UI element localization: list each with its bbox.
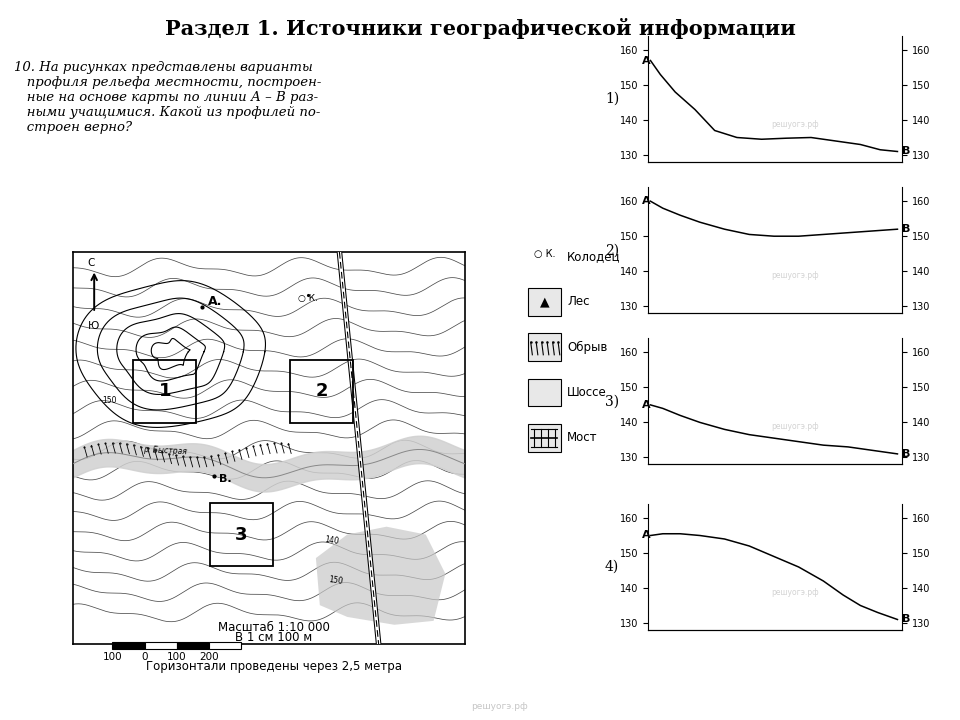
Bar — [145, 642, 177, 649]
Bar — [177, 642, 209, 649]
Bar — [210, 503, 273, 566]
Text: Лес: Лес — [567, 295, 589, 308]
Text: А.: А. — [208, 295, 223, 308]
Text: решуогэ.рф: решуогэ.рф — [470, 703, 528, 711]
Bar — [133, 360, 196, 423]
Bar — [528, 288, 561, 315]
Text: ○ К.: ○ К. — [534, 249, 555, 259]
Text: 100: 100 — [103, 652, 122, 662]
Polygon shape — [316, 527, 445, 625]
Text: 200: 200 — [200, 652, 219, 662]
Text: 100: 100 — [167, 652, 187, 662]
Text: решуогэ.рф: решуогэ.рф — [772, 271, 820, 280]
Text: B: B — [902, 146, 911, 156]
Text: A: A — [642, 197, 651, 206]
Text: 1: 1 — [158, 382, 171, 400]
Text: решуогэ.рф: решуогэ.рф — [772, 422, 820, 431]
Text: решуогэ.рф: решуогэ.рф — [772, 120, 820, 129]
Text: A: A — [642, 400, 651, 410]
Text: Колодец: Колодец — [567, 250, 621, 263]
Text: 10. На рисунках представлены варианты
   профиля рельефа местности, построен-
  : 10. На рисунках представлены варианты пр… — [14, 61, 322, 134]
Text: A: A — [642, 531, 651, 541]
Text: B: B — [902, 614, 911, 624]
Text: Раздел 1. Источники географической информации: Раздел 1. Источники географической инфор… — [164, 18, 796, 39]
Text: A: A — [642, 55, 651, 66]
Text: ○ К.: ○ К. — [299, 294, 318, 303]
Bar — [528, 379, 561, 406]
Text: В 1 см 100 м: В 1 см 100 м — [235, 631, 312, 644]
Text: 2): 2) — [605, 243, 619, 257]
Text: Обрыв: Обрыв — [567, 341, 608, 354]
Text: 4): 4) — [605, 560, 619, 574]
Bar — [528, 333, 561, 361]
Text: Мост: Мост — [567, 431, 598, 444]
Bar — [209, 642, 241, 649]
Bar — [290, 360, 353, 423]
Text: Шоссе: Шоссе — [567, 386, 607, 399]
Text: В.: В. — [219, 474, 231, 484]
Text: Масштаб 1:10 000: Масштаб 1:10 000 — [218, 621, 329, 634]
Text: B: B — [902, 449, 911, 459]
Text: 150: 150 — [102, 396, 116, 405]
Text: 3): 3) — [605, 395, 619, 408]
Bar — [528, 424, 561, 452]
Text: р. Быстрая: р. Быстрая — [143, 445, 187, 456]
Text: 150: 150 — [327, 575, 344, 585]
Bar — [112, 642, 145, 649]
Text: С: С — [87, 258, 95, 268]
Text: 0: 0 — [141, 652, 148, 662]
Text: Ю: Ю — [87, 320, 99, 330]
Text: решуогэ.рф: решуогэ.рф — [772, 588, 820, 597]
Text: B: B — [902, 224, 911, 234]
Text: 1): 1) — [605, 92, 619, 106]
Text: 2: 2 — [316, 382, 328, 400]
Text: Горизонтали проведены через 2,5 метра: Горизонтали проведены через 2,5 метра — [146, 660, 401, 672]
Text: 3: 3 — [235, 526, 248, 544]
Text: ▲: ▲ — [540, 295, 549, 308]
Text: 140: 140 — [324, 536, 339, 546]
